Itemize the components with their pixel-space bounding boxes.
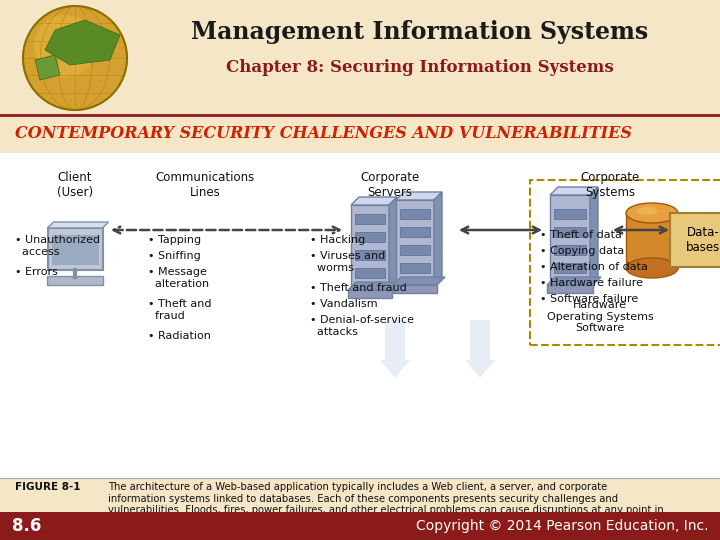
Text: • Message
  alteration: • Message alteration	[148, 267, 209, 288]
Text: • Theft and
  fraud: • Theft and fraud	[148, 299, 212, 321]
Bar	[626, 213, 678, 268]
FancyBboxPatch shape	[400, 227, 430, 237]
FancyBboxPatch shape	[355, 214, 385, 224]
FancyBboxPatch shape	[554, 227, 586, 237]
FancyBboxPatch shape	[355, 232, 385, 242]
Text: Corporate
Systems: Corporate Systems	[580, 171, 639, 199]
Polygon shape	[393, 277, 445, 285]
Ellipse shape	[636, 207, 657, 215]
Text: Communications
Lines: Communications Lines	[156, 171, 255, 199]
FancyArrow shape	[465, 320, 495, 378]
FancyBboxPatch shape	[550, 195, 590, 285]
Bar	[0, 512, 720, 540]
Text: • Radiation: • Radiation	[148, 331, 211, 341]
FancyBboxPatch shape	[351, 205, 389, 290]
Text: • Unauthorized
  access: • Unauthorized access	[15, 235, 100, 256]
Text: • Denial-of-service
  attacks: • Denial-of-service attacks	[310, 315, 414, 336]
Text: 8.6: 8.6	[12, 517, 41, 535]
FancyBboxPatch shape	[554, 209, 586, 219]
FancyBboxPatch shape	[47, 276, 103, 285]
Text: • Errors: • Errors	[15, 267, 58, 277]
FancyBboxPatch shape	[396, 200, 434, 285]
FancyBboxPatch shape	[48, 228, 102, 270]
FancyBboxPatch shape	[355, 250, 385, 260]
Polygon shape	[389, 197, 397, 290]
Ellipse shape	[626, 258, 678, 278]
Text: Hardware
Operating Systems
Software: Hardware Operating Systems Software	[546, 300, 653, 333]
Polygon shape	[550, 187, 598, 195]
FancyBboxPatch shape	[400, 263, 430, 273]
Circle shape	[34, 15, 96, 77]
Bar	[0, 115, 720, 153]
Text: Data-
bases: Data- bases	[686, 226, 720, 254]
Text: Copyright © 2014 Pearson Education, Inc.: Copyright © 2014 Pearson Education, Inc.	[415, 519, 708, 533]
Text: • Sniffing: • Sniffing	[148, 251, 201, 261]
Text: • Software failure: • Software failure	[540, 294, 638, 304]
Polygon shape	[434, 192, 442, 285]
FancyBboxPatch shape	[355, 268, 385, 278]
Polygon shape	[48, 222, 109, 228]
Polygon shape	[590, 187, 598, 285]
Polygon shape	[35, 55, 60, 80]
Circle shape	[23, 6, 127, 110]
Polygon shape	[351, 197, 397, 205]
Text: • Hardware failure: • Hardware failure	[540, 278, 643, 288]
FancyBboxPatch shape	[393, 285, 437, 293]
Text: • Theft and fraud: • Theft and fraud	[310, 283, 407, 293]
FancyBboxPatch shape	[554, 245, 586, 255]
FancyBboxPatch shape	[670, 213, 720, 267]
FancyBboxPatch shape	[547, 285, 593, 293]
Text: • Vandalism: • Vandalism	[310, 299, 377, 309]
Text: • Viruses and
  worms: • Viruses and worms	[310, 251, 385, 273]
FancyBboxPatch shape	[554, 263, 586, 273]
Text: • Tapping: • Tapping	[148, 235, 201, 245]
FancyArrow shape	[380, 320, 410, 378]
Text: CONTEMPORARY SECURITY CHALLENGES AND VULNERABILITIES: CONTEMPORARY SECURITY CHALLENGES AND VUL…	[15, 125, 632, 143]
Text: The architecture of a Web-based application typically includes a Web client, a s: The architecture of a Web-based applicat…	[108, 482, 664, 527]
Text: Corporate
Servers: Corporate Servers	[361, 171, 420, 199]
FancyBboxPatch shape	[348, 290, 392, 298]
Text: • Copying data: • Copying data	[540, 246, 624, 256]
Bar	[0, 0, 720, 115]
Text: Management Information Systems: Management Information Systems	[192, 20, 649, 44]
FancyBboxPatch shape	[400, 209, 430, 219]
Text: Chapter 8: Securing Information Systems: Chapter 8: Securing Information Systems	[226, 59, 614, 77]
Text: • Hacking: • Hacking	[310, 235, 365, 245]
Text: • Alteration of data: • Alteration of data	[540, 262, 648, 272]
Text: FIGURE 8-1: FIGURE 8-1	[15, 482, 81, 492]
Polygon shape	[396, 192, 442, 200]
Ellipse shape	[626, 203, 678, 223]
Polygon shape	[45, 20, 120, 65]
Polygon shape	[547, 277, 601, 285]
Bar	[0, 153, 720, 478]
Text: • Theft of data: • Theft of data	[540, 230, 622, 240]
Polygon shape	[348, 282, 400, 290]
FancyBboxPatch shape	[400, 245, 430, 255]
FancyBboxPatch shape	[52, 235, 99, 265]
Text: Client
(User): Client (User)	[57, 171, 93, 199]
